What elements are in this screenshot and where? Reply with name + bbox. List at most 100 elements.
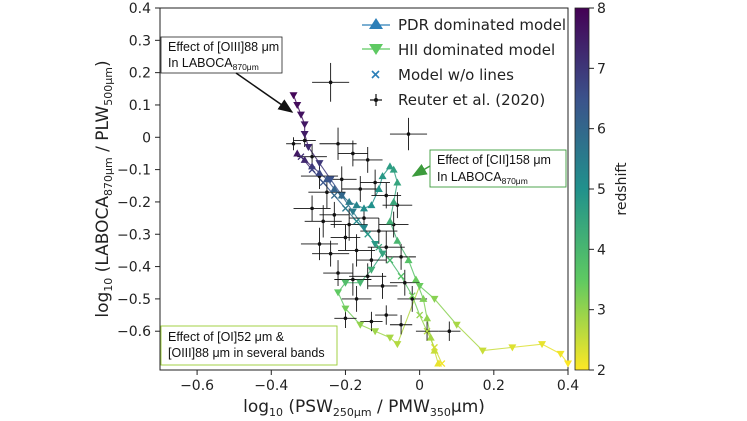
series-1-segment: [434, 298, 458, 326]
observation-point: [312, 240, 350, 267]
hii-model-point: [326, 176, 335, 184]
y-axis-label: log10 (LABOCA870μm / PLW500μm): [93, 60, 115, 317]
pdr-model-point: [411, 275, 420, 283]
hii-model-point: [478, 347, 487, 355]
observation-point: [319, 201, 350, 228]
observation-point: [341, 176, 379, 202]
hii-model-point: [385, 334, 394, 342]
pdr-model-point: [404, 256, 413, 264]
annotation-cii-sub: 870μm: [502, 176, 528, 186]
hii-model-point: [430, 295, 439, 303]
hii-model-point: [315, 160, 324, 168]
pdr-model-point: [360, 204, 368, 212]
pdr-model-point: [389, 165, 398, 173]
colorbar-tick-label: 3: [597, 303, 606, 319]
pdr-model-point: [389, 197, 398, 205]
legend: PDR dominated model HII dominated model …: [362, 16, 566, 109]
observation-point: [300, 227, 339, 261]
hii-model-point: [300, 121, 309, 129]
observation-point: [286, 137, 301, 151]
observation-point: [360, 169, 390, 196]
x-axis-ticks: −0.6 −0.4 −0.2 0 0.2 0.4: [180, 370, 579, 394]
nolines-model-point: [375, 243, 383, 251]
nolines-model-point: [341, 204, 349, 212]
annotation-cii: Effect of [CII]158 μm In LABOCA870μm: [411, 149, 567, 188]
pdr-model-point: [315, 168, 324, 176]
y-tick-label: −0.5: [117, 292, 151, 308]
pdr-model-point: [419, 294, 428, 302]
series-0-segment: [393, 182, 398, 203]
observation-point: [349, 263, 387, 290]
pdr-model-point: [426, 333, 435, 341]
nolines-model-point: [438, 360, 446, 367]
observation-point: [360, 311, 383, 332]
observation-point: [334, 263, 372, 296]
x-tick-label: −0.4: [254, 378, 288, 394]
colorbar-tick-label: 7: [597, 61, 606, 77]
annotation-oiii: Effect of [OIII]88 μm In LABOCA870μm: [160, 36, 294, 113]
annotation-oi-line2: [OIII]88 μm in several bands: [168, 346, 325, 360]
nolines-model-point: [408, 292, 416, 300]
pdr-model-point: [345, 197, 354, 205]
annotation-oiii-arrow: [235, 72, 294, 113]
hii-model-point: [337, 192, 346, 200]
observation-point: [341, 285, 372, 312]
pdr-model-point: [352, 201, 361, 209]
observation-point: [330, 208, 368, 241]
colorbar-label: redshift: [614, 162, 630, 216]
nolines-model-point: [364, 230, 372, 238]
hii-model-point: [356, 279, 365, 287]
y-tick-label: 0.4: [129, 1, 151, 17]
legend-hii-label: HII dominated model: [398, 41, 555, 59]
hii-model-point: [341, 305, 350, 313]
hii-model-point: [415, 282, 424, 290]
x-tick-label: 0.4: [557, 378, 579, 394]
observation-point: [338, 140, 368, 167]
observation-point: [367, 273, 398, 299]
x-tick-label: −0.6: [180, 378, 214, 394]
pdr-model-point: [378, 172, 387, 180]
hii-model-point: [334, 289, 343, 297]
legend-pdr-marker: [369, 18, 383, 29]
series-0-segment: [426, 318, 432, 338]
y-tick-label: −0.4: [117, 260, 151, 276]
hii-model-point: [356, 321, 365, 329]
hii-model-point: [538, 341, 547, 349]
x-axis-label: log10 (PSW250μm / PMW350μm): [243, 397, 485, 419]
y-tick-label: −0.1: [117, 163, 151, 179]
annotation-oiii-line1: Effect of [OIII]88 μm: [168, 40, 279, 54]
annotation-oi-line1: Effect of [OI]52 μm &: [168, 330, 285, 344]
series-0-segment: [407, 259, 417, 280]
nolines-model-point: [297, 153, 305, 161]
hii-model-point: [360, 224, 368, 232]
annotation-oiii-sub: 870μm: [233, 62, 259, 72]
x-tick-label: 0.2: [483, 378, 505, 394]
y-tick-label: −0.3: [117, 227, 151, 243]
pdr-model-point: [374, 185, 383, 192]
colorbar-gradient: [574, 7, 590, 371]
series-2-segment: [419, 314, 428, 332]
observation-point: [371, 182, 402, 209]
nolines-model-point: [431, 343, 438, 351]
observation-point: [438, 321, 461, 341]
observation-point: [338, 234, 376, 267]
hii-model-point: [341, 279, 350, 287]
annotation-cii-line2: In LABOCA: [437, 170, 502, 184]
hii-model-point: [371, 240, 380, 248]
y-tick-label: −0.6: [117, 324, 151, 340]
y-tick-label: −0.2: [117, 195, 151, 211]
colorbar: 2 3 4 5 6 7 8 redshift: [574, 1, 630, 379]
colorbar-ticks: 2 3 4 5 6 7 8: [589, 1, 606, 379]
annotation-cii-arrow: [411, 163, 431, 177]
hii-model-point: [293, 101, 302, 109]
pdr-model-point: [393, 178, 402, 186]
y-tick-label: 0: [142, 130, 151, 146]
observation-points: [286, 62, 461, 341]
hii-model-point: [508, 344, 517, 352]
legend-nolines-label: Model w/o lines: [398, 66, 514, 84]
pdr-model-point: [430, 346, 439, 354]
pdr-model-point: [385, 162, 394, 170]
series-1-segment: [482, 346, 513, 352]
pdr-model-point: [385, 217, 394, 225]
